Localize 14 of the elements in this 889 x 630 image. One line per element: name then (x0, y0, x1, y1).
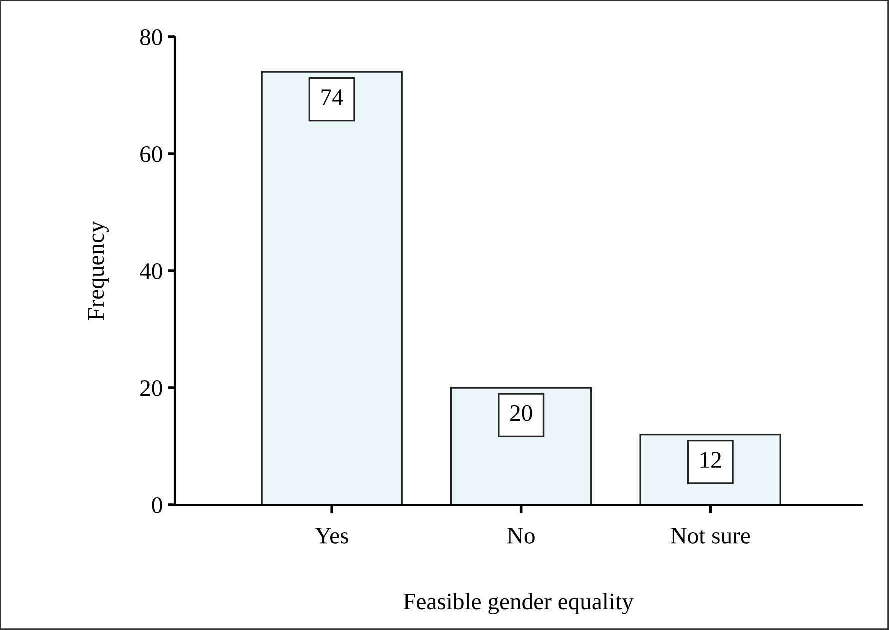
data-label: 20 (510, 405, 532, 422)
y-axis-title: Frequency (88, 221, 110, 320)
bar (261, 71, 403, 505)
y-tick-label: 60 (140, 146, 162, 162)
x-tick-label: Not sure (670, 528, 750, 544)
y-tick-label: 80 (140, 29, 162, 46)
x-tick-label: No (508, 528, 535, 544)
data-label: 74 (322, 90, 344, 106)
y-tick-label: 20 (140, 380, 162, 396)
y-tick-label: 40 (140, 263, 162, 280)
x-axis-title: Feasible gender equality (404, 593, 634, 615)
y-tick-label: 0 (152, 497, 162, 514)
data-label: 12 (700, 452, 722, 468)
x-tick-label: Yes (315, 528, 348, 544)
